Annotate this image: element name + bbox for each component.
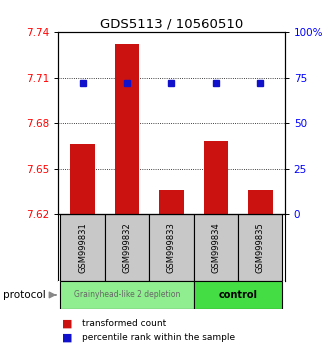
Text: transformed count: transformed count bbox=[82, 319, 166, 328]
Bar bbox=[194, 215, 238, 281]
Text: GSM999835: GSM999835 bbox=[256, 222, 265, 273]
Bar bbox=[61, 281, 194, 309]
Bar bbox=[159, 190, 184, 215]
Text: Grainyhead-like 2 depletion: Grainyhead-like 2 depletion bbox=[74, 291, 180, 299]
Text: control: control bbox=[218, 290, 258, 300]
Bar bbox=[248, 190, 272, 215]
Text: GSM999833: GSM999833 bbox=[167, 222, 176, 273]
Text: GSM999834: GSM999834 bbox=[211, 222, 220, 273]
Title: GDS5113 / 10560510: GDS5113 / 10560510 bbox=[100, 18, 243, 31]
Bar bbox=[194, 281, 282, 309]
Text: ■: ■ bbox=[62, 319, 72, 329]
Text: ■: ■ bbox=[62, 333, 72, 343]
Bar bbox=[204, 141, 228, 215]
Bar bbox=[238, 215, 282, 281]
Text: GSM999832: GSM999832 bbox=[123, 222, 132, 273]
Bar bbox=[115, 44, 139, 215]
Bar bbox=[61, 215, 105, 281]
Text: percentile rank within the sample: percentile rank within the sample bbox=[82, 333, 235, 342]
Bar bbox=[105, 215, 149, 281]
Text: protocol: protocol bbox=[3, 290, 46, 300]
Bar bbox=[149, 215, 194, 281]
Bar bbox=[71, 144, 95, 215]
Text: GSM999831: GSM999831 bbox=[78, 222, 87, 273]
